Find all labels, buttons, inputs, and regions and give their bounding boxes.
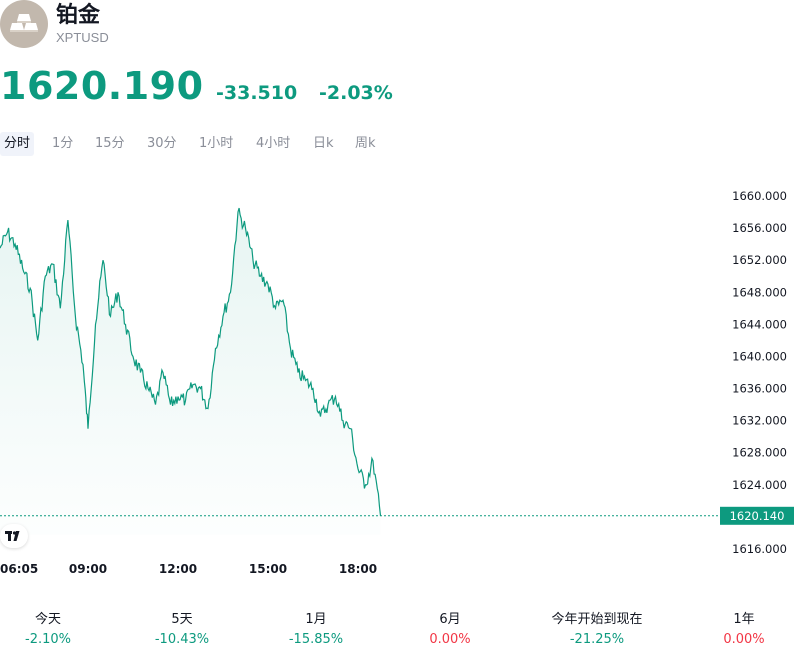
period-1m[interactable]: 1月 -15.85% [246,610,386,650]
period-ytd[interactable]: 今年开始到现在 -21.25% [527,610,667,650]
x-tick-label: 12:00 [159,562,197,576]
symbol-name: 铂金 [56,3,101,28]
period-label: 6月 [439,612,461,627]
tab-intraday[interactable]: 分时 [0,132,35,156]
last-price: 1620.190 [0,64,204,108]
y-tick-label: 1616.000 [732,542,787,556]
performance-periods: 今天 -2.10% 5天 -10.43% 1月 -15.85% 6月 0.00%… [0,610,800,654]
y-tick-label: 1624.000 [732,478,787,492]
x-tick-label: 18:00 [339,562,377,576]
period-value: -15.85% [288,632,344,647]
y-tick-label: 1636.000 [732,382,787,396]
quote-row: 1620.190 -33.510 -2.03% [0,64,800,108]
period-label: 5天 [171,612,193,627]
tab-1m[interactable]: 1分 [52,136,74,151]
period-today[interactable]: 今天 -2.10% [0,610,118,650]
price-change-percent: -2.03% [319,82,393,104]
y-tick-label: 1628.000 [732,446,787,460]
period-value: -10.43% [154,632,210,647]
price-chart[interactable]: 1660.000 1656.000 1652.000 1648.000 1644.000… [0,180,800,580]
y-tick-label: 1656.000 [732,221,787,235]
tab-weekly[interactable]: 周k [355,136,376,151]
x-tick-label: 09:00 [69,562,107,576]
period-value: -2.10% [25,632,71,647]
price-chart-svg[interactable]: 1660.000 1656.000 1652.000 1648.000 1644.000… [0,180,800,580]
tab-1h[interactable]: 1小时 [199,136,234,151]
interval-tabs: 分时 1分 15分 30分 1小时 4小时 日k 周k [0,132,420,156]
y-tick-label: 1632.000 [732,414,787,428]
tradingview-logo-icon[interactable] [0,524,28,548]
tab-15m[interactable]: 15分 [95,136,125,151]
y-tick-label: 1660.000 [732,189,787,203]
period-value: 0.00% [429,632,471,647]
price-change: -33.510 [216,82,298,104]
y-tick-label: 1640.000 [732,350,787,364]
y-tick-label: 1648.000 [732,285,787,299]
price-area-fill [0,208,381,535]
symbol-ticker: XPTUSD [56,30,109,45]
period-value: -21.25% [569,632,625,647]
gold-bars-icon [0,0,48,48]
y-tick-label: 1644.000 [732,317,787,331]
x-tick-label: 15:00 [249,562,287,576]
price-line [0,207,382,516]
x-tick-label: 06:05 [0,562,38,576]
last-price-tag [720,506,794,525]
last-price-tag-label: 1620.140 [730,509,785,523]
period-1y[interactable]: 1年 0.00% [674,610,800,650]
y-tick-label: 1652.000 [732,253,787,267]
period-label: 1年 [733,612,755,627]
tab-4h[interactable]: 4小时 [256,136,291,151]
tab-daily[interactable]: 日k [313,136,334,151]
symbol-header: 铂金 XPTUSD [0,0,400,50]
period-label: 今年开始到现在 [551,612,643,627]
period-label: 1月 [305,612,327,627]
tab-30m[interactable]: 30分 [147,136,177,151]
period-6m[interactable]: 6月 0.00% [380,610,520,650]
period-5d[interactable]: 5天 -10.43% [112,610,252,650]
period-value: 0.00% [723,632,765,647]
period-label: 今天 [34,612,61,627]
